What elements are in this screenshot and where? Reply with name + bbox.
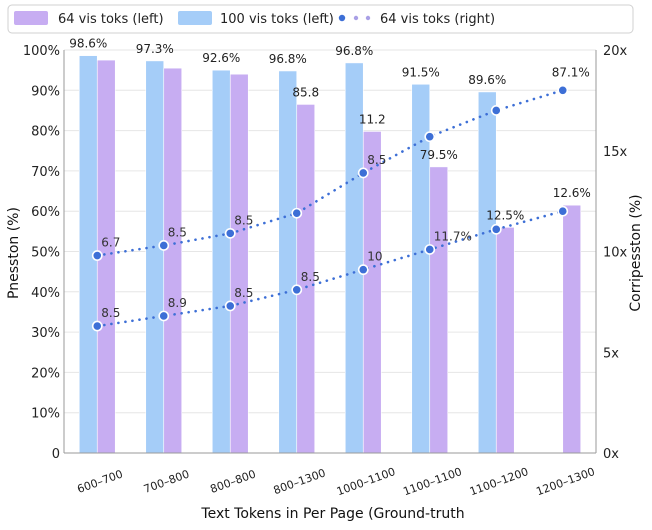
line-point <box>158 310 170 322</box>
y-tick-left: 30% <box>31 326 60 341</box>
bar-blue <box>477 91 497 454</box>
line-data-label: 8.5 <box>234 213 253 227</box>
x-axis-title: Text Tokens in Per Page (Ground-truth <box>200 506 464 522</box>
y-axis-title-left: Pnesston (%) <box>6 207 22 299</box>
legend-swatch-100-left <box>178 11 212 25</box>
bar-data-label: 87.1% <box>552 65 590 79</box>
bar-data-label: 91.5% <box>402 65 440 79</box>
line-point <box>158 240 170 251</box>
line-point <box>91 320 103 332</box>
bar-purple <box>229 73 249 454</box>
y-tick-left: 90% <box>31 84 60 99</box>
bar-data-label: 79.5% <box>420 148 458 162</box>
line-point <box>291 207 303 219</box>
line-point <box>224 300 236 312</box>
x-tick-label: 1100–1100 <box>401 465 463 498</box>
legend-dot-3 <box>365 15 371 21</box>
bar-purple <box>362 131 382 454</box>
series-line <box>96 89 565 257</box>
legend-swatch-64-left <box>14 11 48 25</box>
bar-data-label: 92.6% <box>202 51 240 65</box>
legend-label-64-left: 64 vis toks (left) <box>58 12 164 27</box>
y-tick-left: 50% <box>31 246 60 261</box>
lines <box>91 84 569 332</box>
x-tick-label: 700–800 <box>142 467 191 495</box>
bar-data-label: 96.8% <box>335 44 373 58</box>
line-point <box>91 250 103 261</box>
y-tick-right: 10x <box>603 246 628 261</box>
bar-data-label: 12.5% <box>486 208 524 222</box>
y-tick-right: 5x <box>603 346 619 361</box>
line-point <box>490 223 502 235</box>
line-data-label: 8.5 <box>234 286 253 300</box>
bar-data-label: 98.6% <box>69 37 107 51</box>
line-data-label: 8.5 <box>168 225 187 239</box>
gridlines <box>64 49 596 454</box>
bar-data-label: 85.8 <box>292 85 319 99</box>
y-tick-left: 10% <box>31 407 60 422</box>
y-tick-right: 0x <box>603 447 619 462</box>
x-tick-label: 800–1300 <box>272 466 328 497</box>
series-line <box>96 209 565 328</box>
bar-purple <box>495 227 515 454</box>
line-point <box>424 244 436 255</box>
bar-purple <box>562 204 582 454</box>
data-labels: 98.6% 97.3% 92.6% 96.8% 96.8% 91.5% 89.6% 87.1%… <box>69 37 591 320</box>
line-data-label: 11.7% <box>434 229 472 243</box>
line-point <box>424 131 436 143</box>
bar-purple <box>163 67 183 454</box>
y-axis-title-right: Corripesston (%) <box>628 194 644 311</box>
bar-data-label: 97.3% <box>136 42 174 56</box>
legend: 64 vis toks (left) 100 vis toks (left) 6… <box>7 4 634 34</box>
line-point <box>490 105 502 116</box>
y-tick-left: 100% <box>23 44 60 59</box>
y-tick-right: 20x <box>603 44 628 59</box>
legend-dot-2 <box>353 15 359 21</box>
line-data-label: 8.5 <box>101 306 120 320</box>
y-tick-left: 20% <box>31 366 60 381</box>
bar-data-label: 89.6% <box>468 73 506 87</box>
bar-blue <box>211 69 231 454</box>
bar-blue <box>278 70 298 454</box>
bar-data-label: 96.8% <box>269 52 307 66</box>
x-tick-label: 1000–1100 <box>335 465 397 498</box>
line-data-label: 8.9 <box>168 296 187 310</box>
bars <box>78 55 582 454</box>
x-tick-label: 1200–1300 <box>534 465 596 498</box>
x-tick-label: 600–700 <box>76 467 125 495</box>
y-tick-left: 40% <box>31 286 60 301</box>
x-tick-label: 1100–1200 <box>468 465 530 498</box>
x-tick-label: 800–800 <box>209 467 258 495</box>
line-point <box>357 167 369 179</box>
y-tick-left: 80% <box>31 125 60 140</box>
line-point <box>557 84 569 96</box>
line-data-label: 10 <box>367 250 382 264</box>
y-tick-right: 15x <box>603 145 628 160</box>
line-point <box>291 284 303 296</box>
y-tick-left: 0 <box>52 447 60 462</box>
legend-label-100-left: 100 vis toks (left) <box>220 12 334 27</box>
line-data-label: 6.7 <box>101 236 120 250</box>
bar-data-label: 11.2 <box>359 112 386 126</box>
bar-purple <box>429 166 449 454</box>
bar-data-label: 12.6% <box>553 186 591 200</box>
line-point <box>557 205 569 217</box>
legend-frame <box>7 4 634 34</box>
y-tick-left: 60% <box>31 205 60 220</box>
line-point <box>357 264 369 276</box>
bar-blue <box>145 60 165 454</box>
line-data-label: 8.5 <box>301 270 320 284</box>
legend-label-64-right: 64 vis toks (right) <box>380 12 495 27</box>
y-tick-left: 70% <box>31 165 60 180</box>
line-point <box>224 227 236 239</box>
legend-dot-1 <box>338 14 346 22</box>
line-data-label: 8.5 <box>367 153 386 167</box>
